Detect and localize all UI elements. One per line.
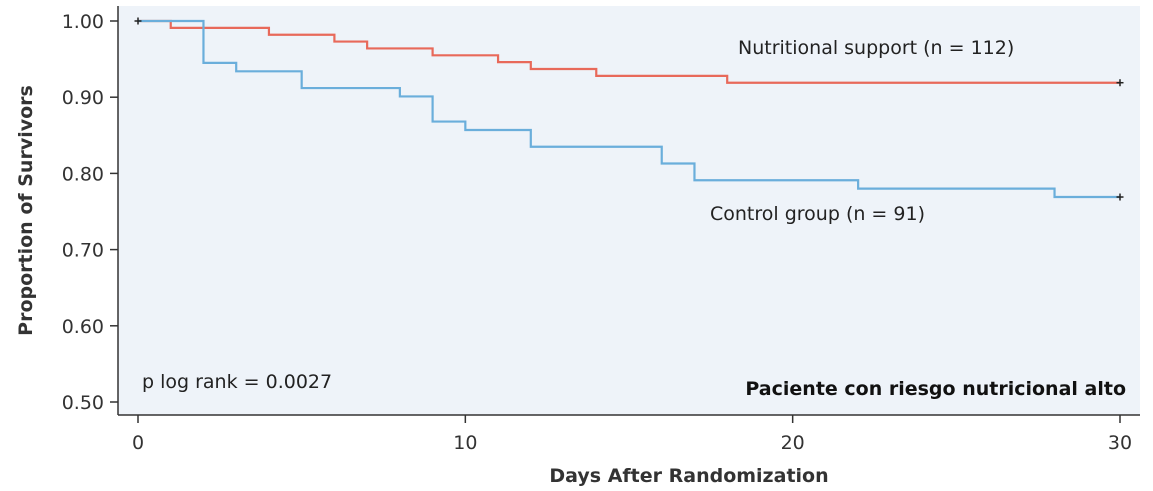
series-label-control-group: Control group (n = 91) bbox=[710, 203, 925, 225]
y-tick-label: 0.60 bbox=[62, 316, 104, 338]
y-tick-label: 0.90 bbox=[62, 87, 104, 109]
axes-layer: 0.50 0.60 0.70 0.80 0.90 1.00 0 10 20 30 bbox=[62, 6, 1140, 454]
y-tick-label: 0.70 bbox=[62, 240, 104, 262]
series-label-nutritional-support: Nutritional support (n = 112) bbox=[738, 37, 1014, 59]
x-tick-label: 20 bbox=[781, 432, 805, 454]
censor-marker-0 bbox=[1116, 79, 1124, 87]
censor-marker-1 bbox=[1116, 193, 1124, 201]
x-tick-label: 0 bbox=[132, 432, 144, 454]
series-line-0 bbox=[138, 19, 1120, 84]
p-value-annotation: p log rank = 0.0027 bbox=[142, 371, 332, 393]
y-tick-label: 0.50 bbox=[62, 392, 104, 414]
series-layer bbox=[134, 17, 1124, 201]
x-tick-label: 10 bbox=[453, 432, 477, 454]
series-line-1 bbox=[138, 19, 1120, 199]
x-tick-label: 30 bbox=[1108, 432, 1132, 454]
x-axis-label: Days After Randomization bbox=[549, 465, 828, 487]
y-axis-label: Proportion of Survivors bbox=[15, 85, 37, 336]
subgroup-annotation: Paciente con riesgo nutricional alto bbox=[745, 378, 1126, 400]
y-tick-label: 1.00 bbox=[62, 11, 104, 33]
start-marker bbox=[134, 17, 142, 25]
y-tick-label: 0.80 bbox=[62, 163, 104, 185]
plot-background bbox=[118, 6, 1140, 415]
